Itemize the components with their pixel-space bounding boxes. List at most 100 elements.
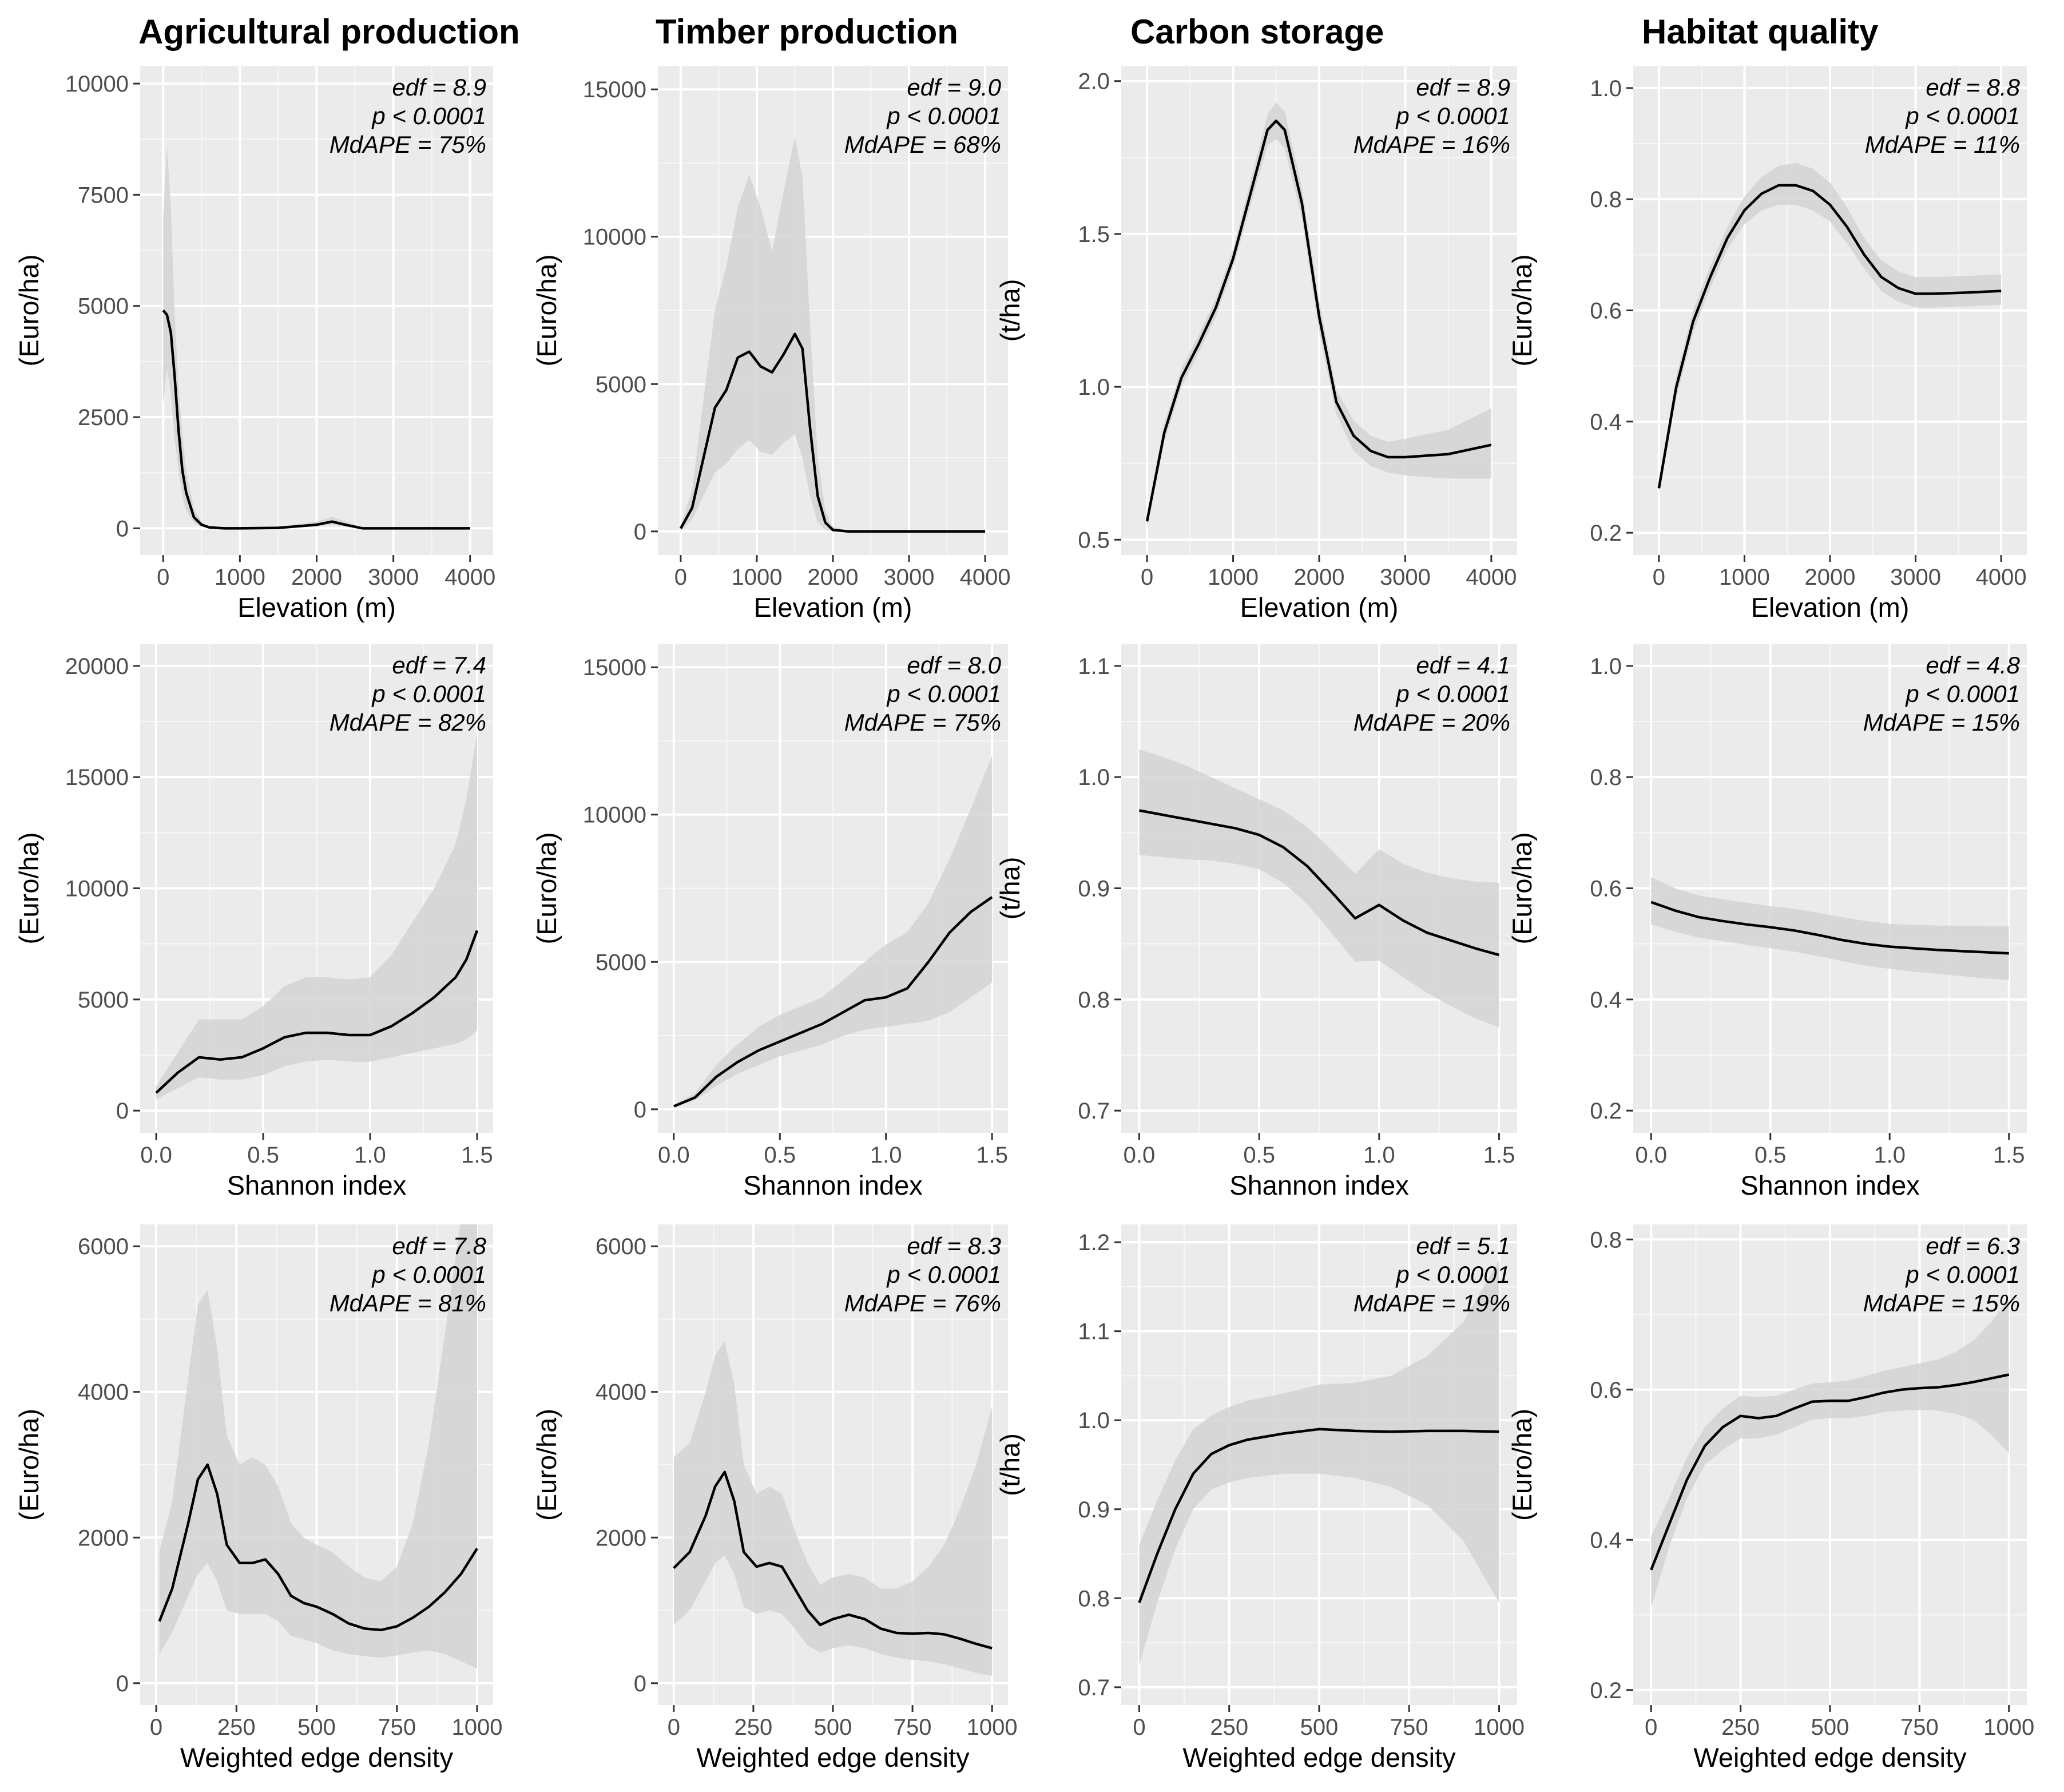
x-tick-label: 0 — [674, 565, 687, 590]
plot-area — [1650, 877, 2009, 980]
x-axis-label: Elevation (m) — [1240, 592, 1399, 623]
y-tick-label: 2000 — [596, 1525, 646, 1551]
x-tick-label: 1.5 — [1993, 1143, 2025, 1168]
panel-timber-r2: 0.0 0.5 1.0 1.5 0 5000 10000 15000 Shannon index… — [531, 644, 1008, 1200]
fit-line — [1145, 119, 1492, 522]
y-tick-label: 0.9 — [1078, 877, 1110, 902]
y-tick-label: 0.8 — [1590, 765, 1622, 790]
stat-edf: edf = 8.8 — [1926, 74, 2020, 101]
x-tick-label: 500 — [1811, 1715, 1849, 1740]
stat-edf: edf = 8.9 — [1416, 74, 1510, 101]
x-tick-label: 1000 — [1983, 1715, 2034, 1740]
confidence-ribbon — [1651, 1299, 2009, 1608]
x-axis-label: Weighted edge density — [1693, 1742, 1967, 1773]
x-axis-label: Weighted edge density — [180, 1742, 454, 1773]
plot-area — [1138, 1260, 1499, 1665]
stat-mdape: MdAPE = 68% — [844, 131, 1001, 158]
x-tick-label: 750 — [894, 1715, 932, 1740]
stat-p-value: p < 0.0001 — [1904, 680, 2020, 707]
x-tick-label: 0 — [1133, 1715, 1145, 1740]
x-tick-label: 1000 — [451, 1715, 502, 1740]
stat-mdape: MdAPE = 76% — [844, 1290, 1001, 1317]
x-tick-label: 1.5 — [1483, 1143, 1515, 1168]
y-tick-label: 1.0 — [1590, 76, 1622, 101]
fit-line — [1650, 1373, 2010, 1571]
stat-mdape: MdAPE = 75% — [330, 131, 486, 158]
stat-edf: edf = 4.1 — [1416, 652, 1510, 679]
stat-p-value: p < 0.0001 — [1904, 102, 2020, 129]
axis-ticks — [133, 1245, 478, 1712]
x-tick-label: 1000 — [1474, 1715, 1525, 1740]
fit-line — [155, 930, 479, 1094]
stat-mdape: MdAPE = 81% — [330, 1290, 486, 1317]
stat-edf: edf = 8.9 — [392, 74, 486, 101]
x-tick-label: 0 — [1645, 1715, 1657, 1740]
panel-timber-r3: 0 250 500 750 1000 0 2000 4000 6000 Weighted edge… — [531, 1224, 1018, 1773]
x-tick-label: 1000 — [967, 1715, 1018, 1740]
y-tick-label: 0.9 — [1078, 1497, 1110, 1523]
x-axis-label: Shannon index — [1229, 1170, 1409, 1200]
y-tick-label: 0 — [116, 1099, 129, 1124]
confidence-ribbon — [1139, 1260, 1499, 1665]
x-tick-label: 1000 — [1208, 565, 1259, 590]
y-tick-label: 1.2 — [1078, 1230, 1110, 1255]
stat-mdape: MdAPE = 15% — [1863, 709, 2020, 736]
axis-ticks — [1626, 665, 2010, 1140]
x-axis-label: Shannon index — [1740, 1170, 1920, 1200]
y-tick-label: 4000 — [78, 1380, 129, 1405]
x-tick-label: 0 — [150, 1715, 162, 1740]
stat-p-value: p < 0.0001 — [886, 102, 1001, 129]
y-axis-label: (Euro/ha) — [1507, 832, 1537, 945]
column-title-timber: Timber production — [656, 13, 958, 51]
stat-edf: edf = 7.4 — [392, 652, 486, 679]
y-tick-label: 0.4 — [1590, 1528, 1622, 1553]
plot-area — [1145, 102, 1492, 528]
y-tick-label: 0.4 — [1590, 410, 1622, 435]
x-tick-label: 500 — [1300, 1715, 1339, 1740]
x-tick-label: 3000 — [1380, 565, 1431, 590]
panel-timber-r1: 0 1000 2000 3000 4000 0 5000 10000 15000 Elevatio… — [531, 66, 1011, 623]
x-tick-label: 0.0 — [658, 1143, 690, 1168]
x-tick-label: 750 — [378, 1715, 416, 1740]
y-tick-label: 10000 — [65, 72, 129, 97]
x-axis-label: Weighted edge density — [696, 1742, 970, 1773]
x-axis-label: Elevation (m) — [754, 592, 912, 623]
x-tick-label: 1000 — [215, 565, 265, 590]
y-tick-label: 10000 — [583, 803, 646, 828]
x-tick-label: 500 — [297, 1715, 336, 1740]
x-tick-label: 0 — [1653, 565, 1665, 590]
x-axis-label: Elevation (m) — [1751, 592, 1910, 623]
panel-habitat-r1: 0 1000 2000 3000 4000 0.2 0.4 0.6 0.8 1.0 Elevatio… — [1507, 66, 2027, 623]
axis-ticks — [1626, 1238, 2010, 1712]
panel-carbon-r3: 0 250 500 750 1000 0.7 0.8 0.9 1.0 1.1 1.2 Weighted… — [995, 1224, 1525, 1773]
panel-agricultural-r1: 0 1000 2000 3000 4000 0 2500 5000 7500 10000 Eleva… — [14, 66, 495, 623]
y-tick-label: 6000 — [596, 1234, 646, 1259]
y-axis-label: (Euro/ha) — [14, 832, 44, 945]
y-tick-label: 1.0 — [1078, 765, 1110, 790]
fit-line — [673, 896, 993, 1108]
x-tick-label: 1.5 — [461, 1143, 493, 1168]
x-axis-label: Shannon index — [743, 1170, 923, 1200]
stat-p-value: p < 0.0001 — [886, 680, 1001, 707]
y-axis-label: (Euro/ha) — [14, 1409, 44, 1521]
stat-p-value: p < 0.0001 — [1395, 102, 1510, 129]
panel-habitat-r3: 0 250 500 750 1000 0.2 0.4 0.6 0.8 Weighted edge … — [1507, 1224, 2034, 1773]
y-tick-label: 5000 — [596, 950, 646, 975]
y-tick-label: 0.8 — [1590, 187, 1622, 212]
axis-ticks — [1626, 87, 2002, 562]
x-axis-label: Shannon index — [227, 1170, 407, 1200]
x-tick-label: 250 — [1721, 1715, 1760, 1740]
x-tick-label: 3000 — [1890, 565, 1941, 590]
x-tick-label: 0 — [157, 565, 169, 590]
stat-edf: edf = 7.8 — [392, 1232, 486, 1259]
x-tick-label: 0 — [668, 1715, 680, 1740]
stat-p-value: p < 0.0001 — [886, 1261, 1001, 1288]
major-gridlines — [1633, 1224, 2027, 1705]
y-tick-label: 15000 — [583, 655, 646, 680]
fit-line — [1650, 901, 2009, 955]
y-tick-label: 2000 — [78, 1525, 129, 1551]
stat-p-value: p < 0.0001 — [371, 680, 486, 707]
x-tick-label: 750 — [1390, 1715, 1428, 1740]
y-tick-label: 7500 — [78, 183, 129, 208]
